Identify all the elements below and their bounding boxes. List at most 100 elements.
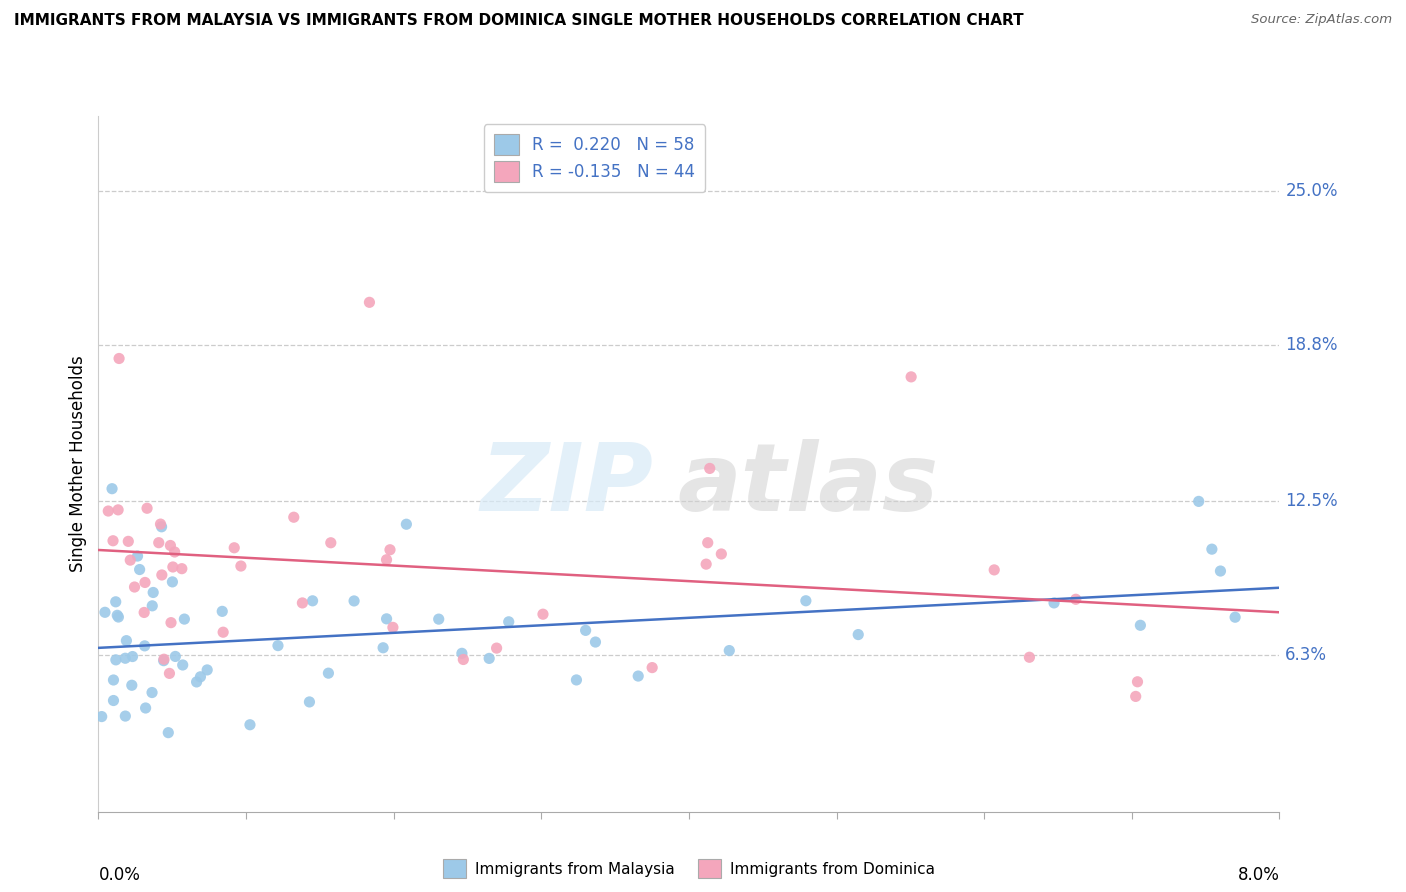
Point	[1125, 690, 1147, 704]
Legend: Immigrants from Malaysia, Immigrants from Dominica: Immigrants from Malaysia, Immigrants fro…	[437, 854, 941, 884]
Point	[165, 649, 187, 664]
Point	[152, 654, 174, 668]
Point	[114, 709, 136, 723]
Point	[224, 541, 246, 555]
Point	[318, 666, 340, 681]
Point	[427, 612, 450, 626]
Point	[710, 547, 733, 561]
Point	[485, 641, 508, 656]
Point	[136, 501, 159, 516]
Point	[128, 562, 150, 576]
Point	[173, 612, 195, 626]
Point	[90, 709, 112, 723]
Point	[108, 351, 131, 366]
Point	[114, 651, 136, 665]
Point	[531, 607, 554, 622]
Point	[343, 594, 366, 608]
Point	[190, 670, 212, 684]
Point	[239, 717, 262, 731]
Point	[375, 553, 398, 567]
Point	[1223, 610, 1246, 624]
Point	[291, 596, 314, 610]
Point	[1043, 596, 1066, 610]
Point	[1018, 650, 1040, 665]
Point	[142, 585, 165, 599]
Text: IMMIGRANTS FROM MALAYSIA VS IMMIGRANTS FROM DOMINICA SINGLE MOTHER HOUSEHOLDS CO: IMMIGRANTS FROM MALAYSIA VS IMMIGRANTS F…	[14, 13, 1024, 29]
Text: Source: ZipAtlas.com: Source: ZipAtlas.com	[1251, 13, 1392, 27]
Point	[101, 482, 124, 496]
Point	[212, 625, 235, 640]
Point	[575, 624, 598, 638]
Text: 6.3%: 6.3%	[1285, 646, 1327, 665]
Point	[107, 503, 129, 517]
Point	[124, 580, 146, 594]
Point	[105, 608, 128, 623]
Point	[900, 369, 922, 384]
Point	[103, 673, 125, 687]
Point	[1188, 494, 1211, 508]
Point	[1064, 592, 1087, 607]
Point	[162, 560, 184, 574]
Point	[159, 666, 181, 681]
Point	[117, 534, 139, 549]
Point	[159, 539, 181, 553]
Point	[375, 612, 398, 626]
Point	[115, 633, 138, 648]
Point	[451, 646, 474, 660]
Point	[134, 639, 156, 653]
Point	[141, 685, 163, 699]
Point	[101, 533, 124, 548]
Point	[134, 575, 156, 590]
Point	[120, 553, 142, 567]
Point	[695, 557, 717, 571]
Point	[127, 549, 149, 563]
Point	[150, 568, 173, 582]
Point	[283, 510, 305, 524]
Point	[134, 606, 156, 620]
Point	[498, 615, 520, 629]
Point	[229, 559, 252, 574]
Point	[104, 595, 127, 609]
Text: atlas: atlas	[678, 439, 938, 531]
Point	[141, 599, 163, 613]
Point	[267, 639, 290, 653]
Point	[121, 649, 143, 664]
Point	[94, 605, 117, 619]
Point	[794, 593, 817, 607]
Point	[371, 640, 394, 655]
Point	[699, 461, 721, 475]
Point	[301, 594, 323, 608]
Point	[104, 653, 127, 667]
Point	[846, 627, 869, 641]
Point	[107, 610, 129, 624]
Point	[696, 535, 718, 549]
Point	[163, 545, 186, 559]
Point	[170, 562, 193, 576]
Point	[97, 504, 120, 518]
Point	[160, 615, 183, 630]
Point	[319, 535, 342, 549]
Point	[157, 725, 180, 739]
Point	[162, 574, 184, 589]
Text: 18.8%: 18.8%	[1285, 335, 1339, 353]
Point	[585, 635, 607, 649]
Point	[186, 674, 208, 689]
Point	[150, 520, 173, 534]
Text: ZIP: ZIP	[481, 439, 654, 531]
Point	[983, 563, 1005, 577]
Point	[565, 673, 588, 687]
Point	[359, 295, 381, 310]
Point	[172, 657, 194, 672]
Point	[148, 535, 170, 549]
Point	[195, 663, 218, 677]
Text: 8.0%: 8.0%	[1237, 866, 1279, 884]
Point	[1209, 564, 1232, 578]
Point	[298, 695, 321, 709]
Point	[149, 517, 172, 532]
Text: 12.5%: 12.5%	[1285, 492, 1339, 510]
Point	[103, 693, 125, 707]
Point	[211, 604, 233, 618]
Point	[641, 660, 664, 674]
Point	[718, 643, 741, 657]
Point	[121, 678, 143, 692]
